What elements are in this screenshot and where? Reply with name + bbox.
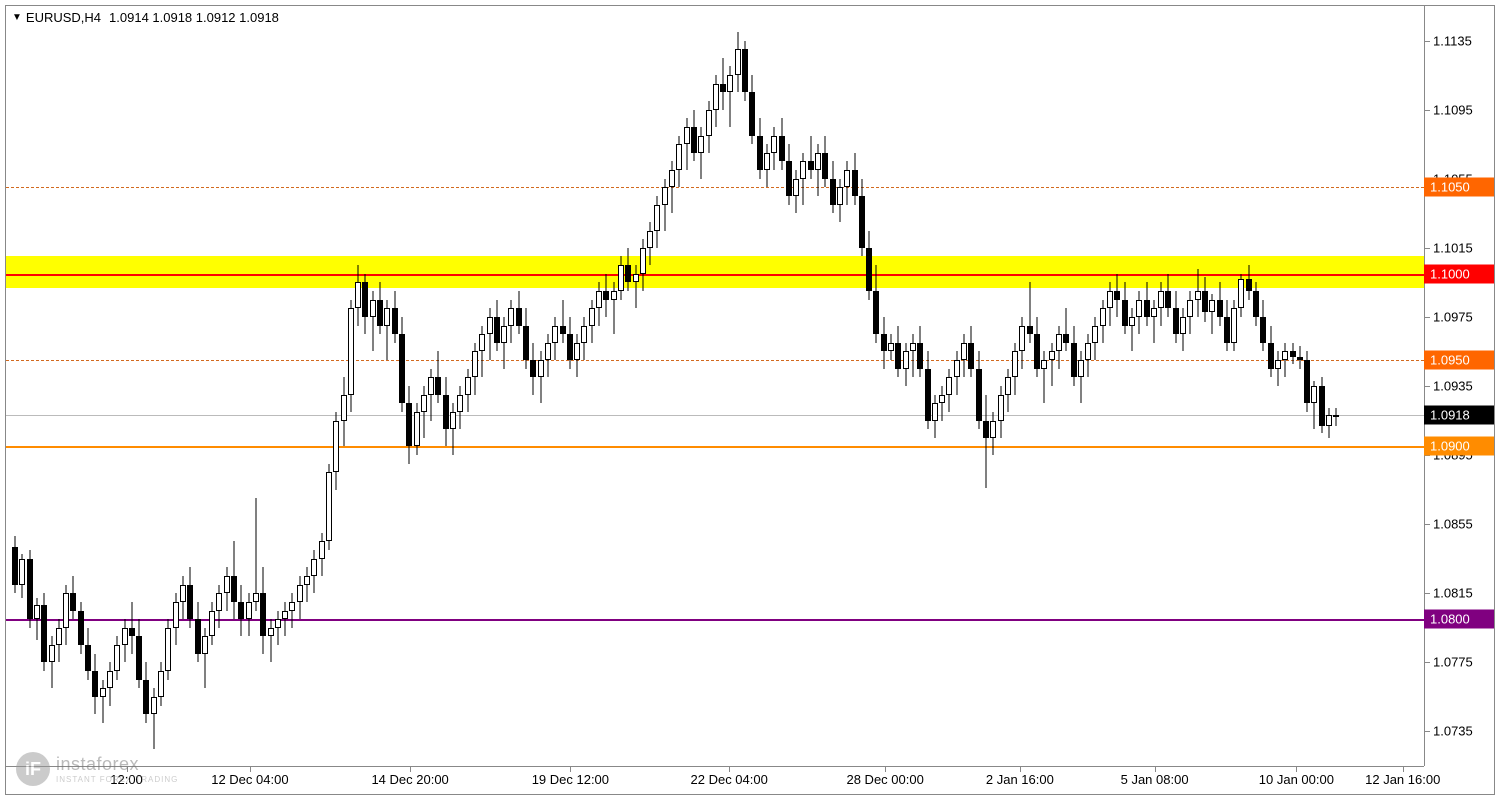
price-level-line bbox=[6, 187, 1424, 188]
y-axis: 1.1050 1.1000 1.0950 1.0918 1.0900 1.0800 1.11… bbox=[1424, 6, 1494, 766]
x-axis-tick: 28 Dec 00:00 bbox=[846, 772, 923, 787]
y-axis-tick: 1.0815 bbox=[1433, 586, 1473, 601]
price-level-label: 1.1000 bbox=[1424, 264, 1494, 283]
x-axis-tick: 2 Jan 16:00 bbox=[986, 772, 1054, 787]
x-axis-tick: 12 Dec 04:00 bbox=[211, 772, 288, 787]
y-axis-tick: 1.0975 bbox=[1433, 309, 1473, 324]
x-axis-tick: 19 Dec 12:00 bbox=[532, 772, 609, 787]
watermark-subtitle: INSTANT FOREX TRADING bbox=[56, 775, 178, 784]
x-axis-tick: 12 Jan 16:00 bbox=[1365, 772, 1440, 787]
price-level-line bbox=[6, 415, 1424, 416]
price-level-label: 1.1050 bbox=[1424, 178, 1494, 197]
price-level-line bbox=[6, 274, 1424, 276]
plot-area[interactable] bbox=[6, 6, 1424, 766]
y-axis-tick: 1.1135 bbox=[1433, 33, 1472, 48]
chart-header: ▼ EURUSD,H4 1.0914 1.0918 1.0912 1.0918 bbox=[12, 10, 279, 25]
ohlc-label: 1.0914 1.0918 1.0912 1.0918 bbox=[109, 10, 279, 25]
x-axis-tick: 5 Jan 08:00 bbox=[1121, 772, 1189, 787]
price-level-label: 1.0800 bbox=[1424, 610, 1494, 629]
y-axis-tick: 1.0935 bbox=[1433, 379, 1473, 394]
price-level-line bbox=[6, 360, 1424, 361]
watermark: iF instaforex INSTANT FOREX TRADING bbox=[16, 752, 178, 786]
y-axis-tick: 1.0775 bbox=[1433, 655, 1473, 670]
watermark-title: instaforex bbox=[56, 754, 178, 775]
resistance-zone bbox=[6, 256, 1424, 287]
symbol-label: EURUSD,H4 bbox=[26, 10, 101, 25]
price-level-line bbox=[6, 446, 1424, 448]
y-axis-tick: 1.1095 bbox=[1433, 102, 1473, 117]
price-level-label: 1.0918 bbox=[1424, 406, 1494, 425]
watermark-logo-icon: iF bbox=[16, 752, 50, 786]
x-axis: 12:0012 Dec 04:0014 Dec 20:0019 Dec 12:0… bbox=[6, 766, 1424, 794]
x-axis-tick: 22 Dec 04:00 bbox=[691, 772, 768, 787]
chart-container: ▼ EURUSD,H4 1.0914 1.0918 1.0912 1.0918 … bbox=[5, 5, 1495, 795]
price-level-label: 1.0900 bbox=[1424, 437, 1494, 456]
x-axis-tick: 10 Jan 00:00 bbox=[1259, 772, 1334, 787]
x-axis-tick: 14 Dec 20:00 bbox=[371, 772, 448, 787]
price-level-label: 1.0950 bbox=[1424, 351, 1494, 370]
dropdown-arrow-icon[interactable]: ▼ bbox=[12, 12, 22, 23]
y-axis-tick: 1.1015 bbox=[1433, 240, 1473, 255]
y-axis-tick: 1.0855 bbox=[1433, 517, 1473, 532]
y-axis-tick: 1.0735 bbox=[1433, 724, 1473, 739]
